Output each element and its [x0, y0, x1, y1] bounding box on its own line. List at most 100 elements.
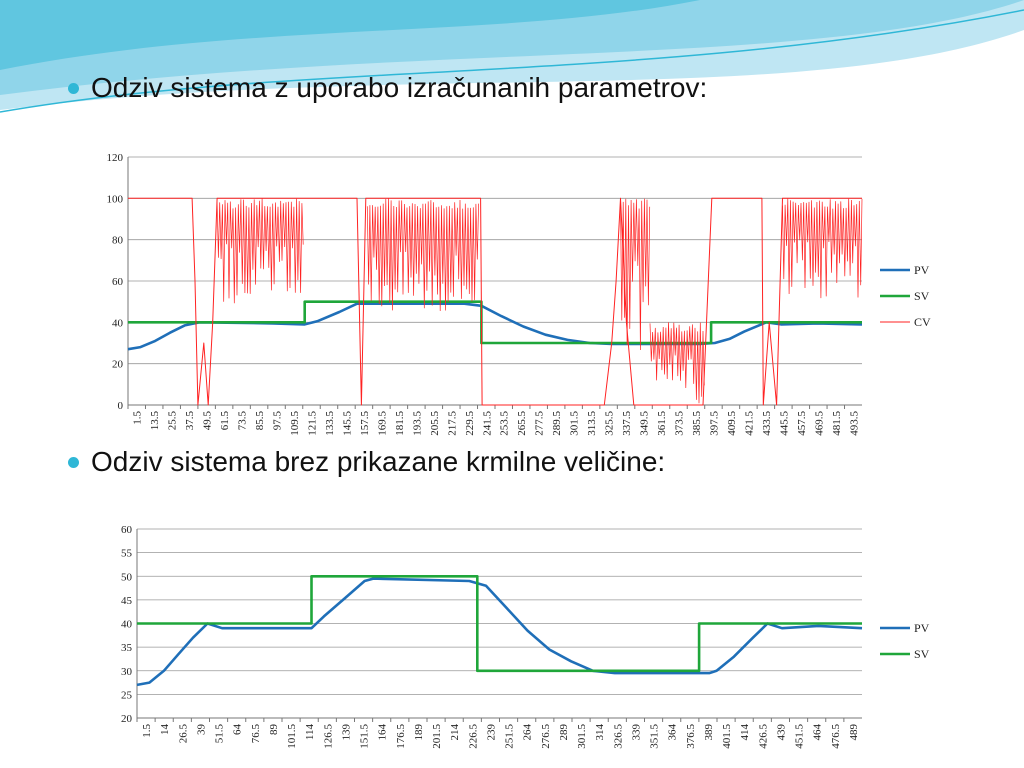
x-tick-label: 26.5 [177, 724, 189, 744]
x-tick-label: 97.5 [272, 411, 284, 431]
cv-oscillation-band [649, 322, 705, 404]
y-tick-label: 100 [107, 193, 124, 205]
series-sv [136, 575, 863, 673]
cv-oscillation-band [216, 198, 304, 304]
x-tick-label: 76.5 [250, 724, 262, 744]
x-tick-label: 409.5 [726, 411, 738, 436]
legend-label: SV [914, 289, 930, 303]
y-tick-label: 25 [121, 689, 133, 701]
x-tick-label: 289 [558, 724, 570, 741]
x-tick-label: 61.5 [219, 411, 231, 431]
x-tick-label: 313.5 [586, 411, 598, 436]
y-tick-label: 45 [121, 595, 133, 607]
x-tick-label: 301.5 [569, 411, 581, 436]
bullet-2: Odziv sistema brez prikazane krmilne vel… [68, 446, 665, 478]
x-tick-label: 361.5 [656, 411, 668, 436]
x-tick-label: 201.5 [431, 724, 443, 749]
x-tick-label: 376.5 [685, 724, 697, 749]
x-tick-label: 433.5 [761, 411, 773, 436]
x-tick-label: 351.5 [649, 724, 661, 749]
x-tick-label: 109.5 [289, 411, 301, 436]
x-tick-label: 73.5 [237, 411, 249, 431]
series-cv [127, 197, 863, 406]
x-tick-label: 457.5 [796, 411, 808, 436]
x-tick-label: 421.5 [743, 411, 755, 436]
x-tick-label: 426.5 [757, 724, 769, 749]
x-tick-label: 414 [739, 724, 751, 741]
x-tick-label: 451.5 [794, 724, 806, 749]
x-tick-label: 64 [232, 724, 244, 736]
header-wave-dark [0, 0, 700, 70]
y-tick-label: 55 [121, 548, 133, 560]
legend-label: CV [914, 315, 931, 329]
x-tick-label: 464 [812, 724, 824, 741]
x-tick-label: 14 [159, 724, 171, 736]
x-tick-label: 49.5 [202, 411, 214, 431]
x-tick-label: 439 [775, 724, 787, 741]
legend-label: PV [914, 621, 930, 635]
x-tick-label: 205.5 [429, 411, 441, 436]
x-tick-label: 241.5 [481, 411, 493, 436]
x-tick-label: 89 [268, 724, 280, 736]
header-wave-decoration [0, 0, 1024, 113]
chart-with-cv: 0 20 40 60 80 100 120 1.5 13.5 25.5 37.5 49.5 61.5 73… [107, 152, 932, 436]
x-tick-label: 133.5 [324, 411, 336, 436]
x-tick-label: 114 [304, 724, 316, 741]
x-tick-label: 349.5 [639, 411, 651, 436]
x-tick-label: 39 [195, 724, 207, 736]
x-tick-label: 253.5 [499, 411, 511, 436]
x-tick-label: 139 [340, 724, 352, 741]
cv-oscillation-band [620, 198, 651, 351]
x-tick-label: 493.5 [848, 411, 860, 436]
x-tick-label: 145.5 [341, 411, 353, 436]
y-tick-label: 50 [121, 571, 133, 583]
chart-without-cv: 20 25 30 35 40 45 50 55 60 1.5 14 26.5 39 51.5 64 76.5 8… [121, 524, 930, 749]
legend-label: PV [914, 263, 930, 277]
series-line-sv [137, 575, 862, 673]
x-tick-label: 217.5 [446, 411, 458, 436]
x-tick-label: 121.5 [307, 411, 319, 436]
y-tick-label: 35 [121, 642, 133, 654]
y-tick-label: 40 [121, 619, 133, 631]
x-tick-label: 301.5 [576, 724, 588, 749]
x-tick-label: 25.5 [167, 411, 179, 431]
bullet-2-text: Odziv sistema brez prikazane krmilne vel… [91, 446, 666, 477]
x-tick-label: 276.5 [540, 724, 552, 749]
x-tick-label: 239 [485, 724, 497, 741]
x-tick-label: 397.5 [708, 411, 720, 436]
x-tick-label: 385.5 [691, 411, 703, 436]
bullet-dot-icon [68, 82, 79, 94]
x-tick-label: 214 [449, 724, 461, 741]
x-tick-label: 181.5 [394, 411, 406, 436]
x-tick-label: 1.5 [141, 724, 153, 738]
bullet-1-text: Odziv sistema z uporabo izračunanih para… [91, 72, 708, 103]
x-tick-label: 445.5 [778, 411, 790, 436]
y-tick-label: 0 [118, 400, 124, 412]
x-tick-label: 126.5 [322, 724, 334, 749]
x-tick-label: 373.5 [674, 411, 686, 436]
series-pv [136, 577, 863, 687]
x-tick-label: 189 [413, 724, 425, 741]
x-tick-label: 157.5 [359, 411, 371, 436]
cv-oscillation-band [366, 198, 479, 312]
bullet-1: Odziv sistema z uporabo izračunanih para… [68, 72, 707, 104]
x-tick-label: 164 [377, 724, 389, 741]
x-tick-label: 481.5 [831, 411, 843, 436]
header-wave-line [0, 9, 1024, 113]
x-tick-label: 176.5 [395, 724, 407, 749]
x-tick-label: 289.5 [551, 411, 563, 436]
x-tick-label: 226.5 [467, 724, 479, 749]
x-tick-label: 364 [667, 724, 679, 741]
x-tick-label: 314 [594, 724, 606, 741]
x-tick-label: 326.5 [612, 724, 624, 749]
x-tick-label: 13.5 [149, 411, 161, 431]
x-tick-label: 193.5 [411, 411, 423, 436]
x-tick-label: 101.5 [286, 724, 298, 749]
x-tick-label: 337.5 [621, 411, 633, 436]
y-tick-label: 20 [112, 359, 124, 371]
y-tick-label: 60 [121, 524, 133, 536]
y-tick-label: 40 [112, 317, 124, 329]
y-tick-label: 120 [107, 152, 124, 164]
y-tick-label: 80 [112, 235, 124, 247]
x-tick-label: 401.5 [721, 724, 733, 749]
